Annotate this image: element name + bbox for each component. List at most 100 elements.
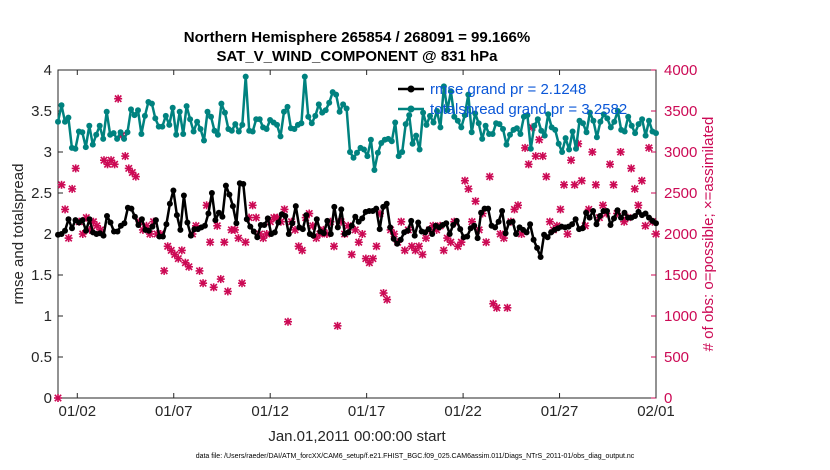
legend-rmse-label: rmse grand pr = 2.1248 <box>430 81 586 98</box>
totalspread-point <box>413 132 420 139</box>
rmse-point <box>415 219 422 226</box>
assimilated-marker <box>372 242 381 251</box>
totalspread-point <box>611 118 618 125</box>
totalspread-point <box>566 146 573 153</box>
rmse-point <box>212 217 219 224</box>
assimilated-marker <box>567 156 576 165</box>
totalspread-point <box>169 104 176 111</box>
rmse-point <box>264 215 271 222</box>
assimilated-marker <box>542 172 551 181</box>
assimilated-marker <box>160 266 169 275</box>
y-tick-right-label: 2500 <box>664 185 697 202</box>
rmse-point <box>65 216 72 223</box>
rmse-point <box>509 218 516 225</box>
rmse-point <box>474 235 481 242</box>
totalspread-point <box>541 132 548 139</box>
totalspread-point <box>194 118 201 125</box>
rmse-point <box>446 231 453 237</box>
rmse-point <box>275 219 282 226</box>
totalspread-point <box>96 122 103 129</box>
totalspread-point <box>569 128 576 135</box>
totalspread-point <box>58 102 65 109</box>
assimilated-marker <box>131 172 140 181</box>
totalspread-point <box>367 136 374 143</box>
totalspread-point <box>221 109 228 116</box>
totalspread-point <box>472 110 479 117</box>
assimilated-marker <box>446 238 455 247</box>
assimilated-marker <box>298 246 307 255</box>
totalspread-point <box>152 115 159 122</box>
assimilated-marker <box>358 230 367 238</box>
assimilated-marker <box>545 217 554 226</box>
totalspread-point <box>479 135 486 142</box>
totalspread-point <box>545 111 552 118</box>
totalspread-point <box>214 131 221 138</box>
assimilated-marker <box>347 250 356 259</box>
totalspread-point <box>552 126 559 133</box>
y-tick-left-label: 1 <box>44 308 52 325</box>
assimilated-marker <box>248 201 257 210</box>
y-axis-label-right: # of obs: o=possible; ×=assimilated <box>700 117 717 352</box>
totalspread-point <box>458 124 465 131</box>
rmse-point <box>254 234 261 241</box>
x-tick-label: 01/12 <box>251 403 289 420</box>
rmse-point <box>348 222 355 229</box>
totalspread-point <box>235 128 242 135</box>
series-totalspread <box>55 73 659 173</box>
totalspread-point <box>79 129 86 136</box>
rmse-point <box>292 203 299 210</box>
rmse-point <box>128 205 135 212</box>
rmse-point <box>590 208 597 214</box>
assimilated-marker <box>177 246 186 255</box>
assimilated-marker <box>514 201 522 210</box>
assimilated-marker <box>121 152 130 161</box>
assimilated-marker <box>641 221 650 230</box>
rmse-point <box>303 212 310 219</box>
rmse-point <box>537 254 544 260</box>
assimilated-marker <box>199 279 208 288</box>
totalspread-point <box>315 101 322 108</box>
rmse-point <box>149 223 156 230</box>
x-axis-label: Jan.01,2011 00:00:00 start <box>268 428 446 445</box>
assimilated-marker <box>598 201 607 210</box>
totalspread-point <box>580 120 586 127</box>
totalspread-point <box>538 127 545 134</box>
y-tick-right-label: 1500 <box>664 267 697 284</box>
chart-title-line1: Northern Hemisphere 265854 / 268091 = 99… <box>184 29 530 46</box>
x-tick-label: 01/27 <box>541 403 579 420</box>
totalspread-point <box>475 120 482 127</box>
rmse-point <box>187 232 194 239</box>
totalspread-point <box>513 125 520 132</box>
totalspread-point <box>534 116 541 123</box>
rmse-point <box>443 220 450 227</box>
totalspread-point <box>291 126 298 132</box>
assimilated-marker <box>195 266 204 275</box>
assimilated-marker <box>521 143 530 152</box>
assimilated-marker <box>206 238 215 247</box>
totalspread-point <box>336 108 343 115</box>
assimilated-marker <box>57 180 66 189</box>
y-tick-right-label: 1000 <box>664 308 697 325</box>
rmse-point <box>457 226 464 233</box>
totalspread-point <box>573 145 579 152</box>
rmse-point <box>425 226 432 233</box>
assimilated-marker <box>213 221 222 230</box>
totalspread-point <box>173 131 180 138</box>
assimilated-marker <box>616 148 625 156</box>
totalspread-point <box>62 118 68 125</box>
totalspread-point <box>496 121 503 128</box>
rmse-point <box>534 244 541 251</box>
chart-title-line2: SAT_V_WIND_COMPONENT @ 831 hPa <box>216 48 498 65</box>
totalspread-point <box>312 112 319 119</box>
rmse-point <box>271 229 278 236</box>
assimilated-marker <box>184 262 193 271</box>
y-tick-left-label: 4 <box>44 62 52 79</box>
rmse-point <box>492 224 499 231</box>
totalspread-point <box>440 83 447 90</box>
assimilated-marker <box>563 230 572 238</box>
totalspread-point <box>604 115 611 122</box>
rmse-point <box>83 227 89 234</box>
rmse-point <box>408 217 415 224</box>
totalspread-point <box>322 107 329 114</box>
assimilated-marker <box>397 217 406 226</box>
